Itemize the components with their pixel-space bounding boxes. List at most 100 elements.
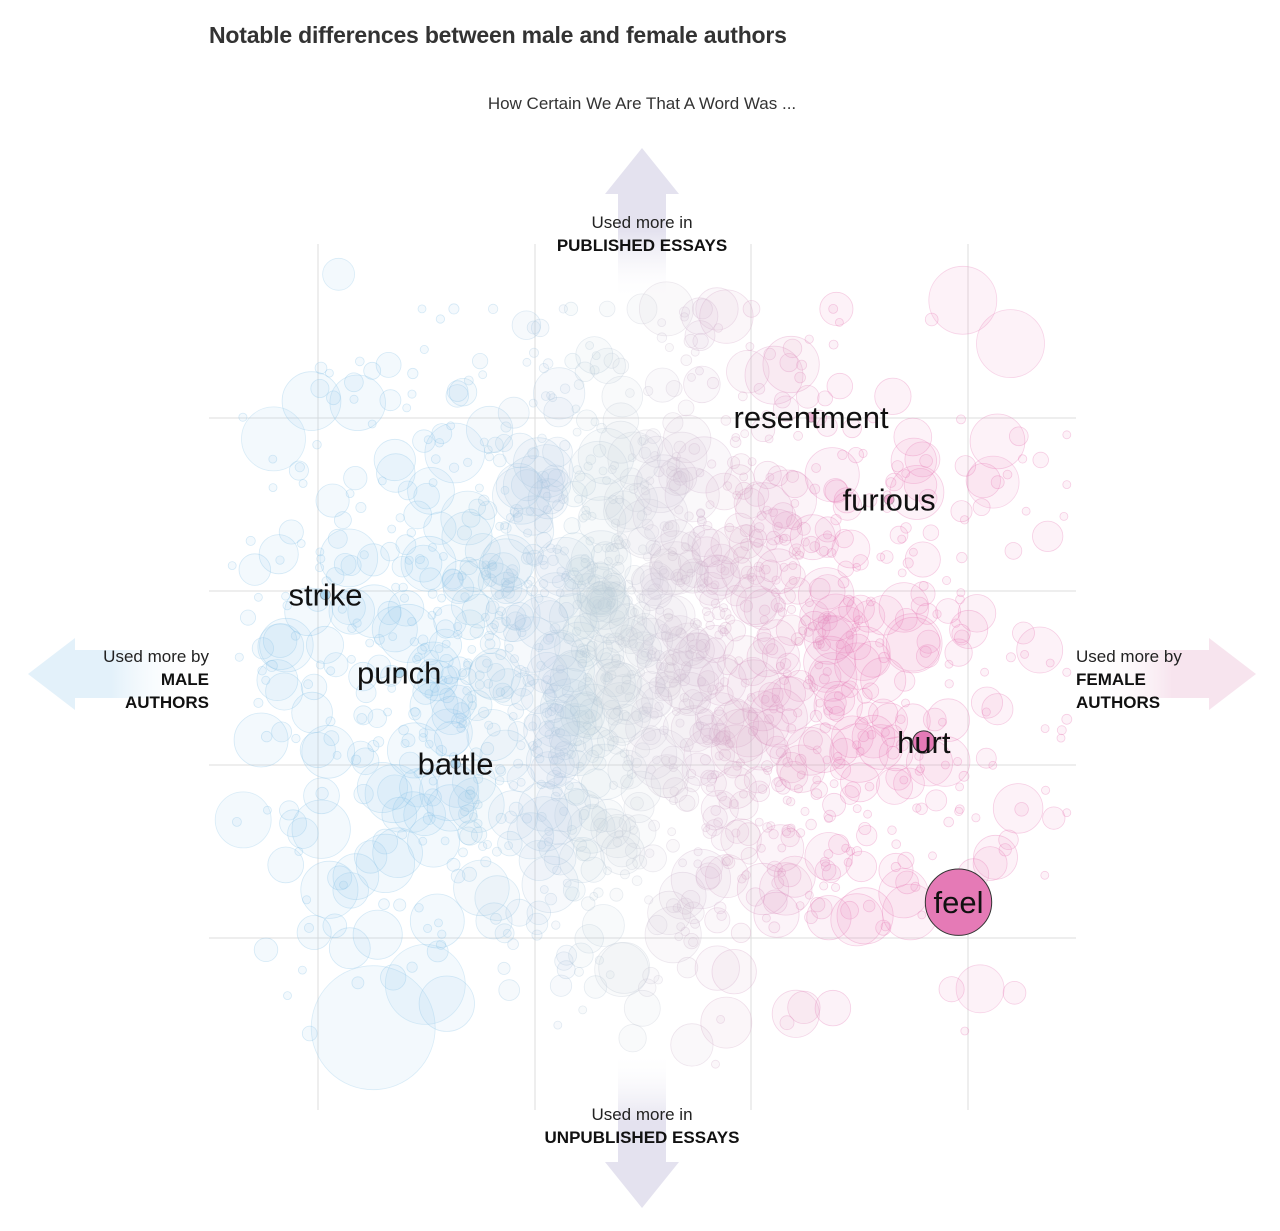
word-bubble bbox=[505, 513, 515, 522]
word-bubble bbox=[603, 475, 659, 530]
word-point-furious[interactable] bbox=[883, 494, 895, 505]
word-bubble bbox=[614, 539, 625, 550]
word-bubble bbox=[284, 587, 333, 637]
word-bubble bbox=[410, 707, 420, 717]
word-bubble bbox=[486, 722, 501, 737]
word-bubble bbox=[417, 644, 427, 655]
word-bubble bbox=[526, 673, 539, 686]
word-bubble bbox=[589, 365, 600, 376]
word-bubble bbox=[786, 797, 796, 807]
word-bubble bbox=[400, 535, 457, 592]
word-bubble bbox=[458, 804, 478, 824]
word-bubble bbox=[591, 799, 625, 833]
word-bubble bbox=[814, 635, 825, 646]
word-bubble bbox=[487, 552, 521, 586]
word-bubble bbox=[953, 757, 963, 767]
word-bubble bbox=[828, 339, 839, 350]
word-bubble bbox=[345, 489, 355, 499]
word-bubble bbox=[580, 580, 630, 630]
word-point-resentment[interactable] bbox=[805, 411, 817, 423]
axis-right-line3: AUTHORS bbox=[1076, 693, 1161, 712]
word-bubble bbox=[678, 698, 695, 714]
word-bubble bbox=[887, 825, 897, 835]
word-bubble bbox=[673, 470, 683, 480]
word-bubble bbox=[687, 372, 696, 382]
word-bubble bbox=[679, 656, 725, 702]
word-bubble bbox=[391, 582, 401, 592]
word-bubble bbox=[779, 1015, 795, 1031]
word-bubble bbox=[581, 476, 625, 520]
word-bubble bbox=[605, 970, 615, 980]
word-bubble bbox=[367, 708, 387, 729]
word-bubble bbox=[407, 389, 417, 399]
word-bubble bbox=[531, 746, 543, 759]
word-bubble bbox=[468, 498, 486, 517]
word-bubble bbox=[670, 705, 718, 753]
word-bubble bbox=[414, 903, 424, 913]
word-bubble bbox=[430, 670, 440, 680]
word-bubble bbox=[642, 728, 656, 742]
word-bubble bbox=[711, 949, 757, 995]
word-bubble bbox=[478, 553, 504, 579]
word-bubble bbox=[567, 749, 577, 759]
word-bubble bbox=[972, 846, 1008, 881]
word-bubble bbox=[441, 569, 464, 591]
word-bubble bbox=[703, 521, 713, 531]
word-bubble bbox=[736, 585, 778, 628]
word-bubble bbox=[856, 687, 873, 704]
word-bubble bbox=[695, 651, 705, 660]
word-bubble bbox=[453, 859, 510, 917]
word-bubble bbox=[537, 840, 546, 850]
word-bubble bbox=[713, 817, 723, 827]
word-bubble bbox=[632, 854, 648, 870]
word-bubble bbox=[489, 912, 502, 925]
word-bubble bbox=[631, 565, 662, 596]
word-bubble bbox=[431, 695, 471, 736]
word-bubble bbox=[830, 737, 858, 766]
word-bubble bbox=[399, 768, 439, 808]
word-bubble bbox=[779, 675, 790, 685]
word-bubble bbox=[378, 603, 438, 663]
word-bubble bbox=[463, 658, 473, 668]
word-bubble bbox=[759, 559, 782, 583]
word-point-feel[interactable] bbox=[924, 868, 993, 936]
word-bubble bbox=[549, 593, 598, 642]
word-bubble bbox=[685, 768, 697, 779]
word-bubble bbox=[720, 818, 762, 860]
word-bubble bbox=[771, 989, 820, 1038]
word-bubble bbox=[638, 978, 657, 997]
word-bubble bbox=[837, 449, 848, 461]
word-bubble bbox=[265, 672, 304, 711]
word-bubble bbox=[702, 805, 728, 831]
word-point-hurt[interactable] bbox=[912, 730, 936, 754]
word-bubble bbox=[658, 624, 668, 633]
word-bubble bbox=[747, 457, 757, 467]
word-bubble bbox=[833, 751, 843, 761]
word-bubble bbox=[679, 306, 691, 318]
word-bubble bbox=[575, 761, 585, 771]
word-bubble bbox=[555, 664, 565, 674]
word-bubble bbox=[502, 928, 512, 938]
word-bubble bbox=[602, 402, 640, 439]
word-point-punch[interactable] bbox=[393, 667, 405, 679]
word-bubble bbox=[495, 433, 514, 452]
word-bubble bbox=[597, 729, 619, 752]
word-bubble bbox=[760, 694, 770, 704]
word-bubble bbox=[577, 677, 597, 697]
word-bubble bbox=[470, 826, 488, 843]
word-bubble bbox=[464, 533, 501, 569]
word-bubble bbox=[288, 460, 309, 481]
word-bubble bbox=[916, 629, 941, 654]
word-bubble bbox=[666, 467, 694, 495]
word-bubble bbox=[347, 584, 402, 639]
word-bubble bbox=[700, 769, 717, 787]
word-point-battle[interactable] bbox=[450, 758, 462, 769]
word-bubble bbox=[595, 814, 640, 859]
word-bubble bbox=[626, 769, 637, 779]
word-bubble bbox=[544, 729, 554, 739]
word-point-strike[interactable] bbox=[320, 589, 331, 601]
word-bubble bbox=[606, 670, 617, 680]
word-bubble bbox=[625, 858, 638, 871]
word-bubble bbox=[595, 639, 625, 669]
word-bubble bbox=[400, 739, 410, 749]
